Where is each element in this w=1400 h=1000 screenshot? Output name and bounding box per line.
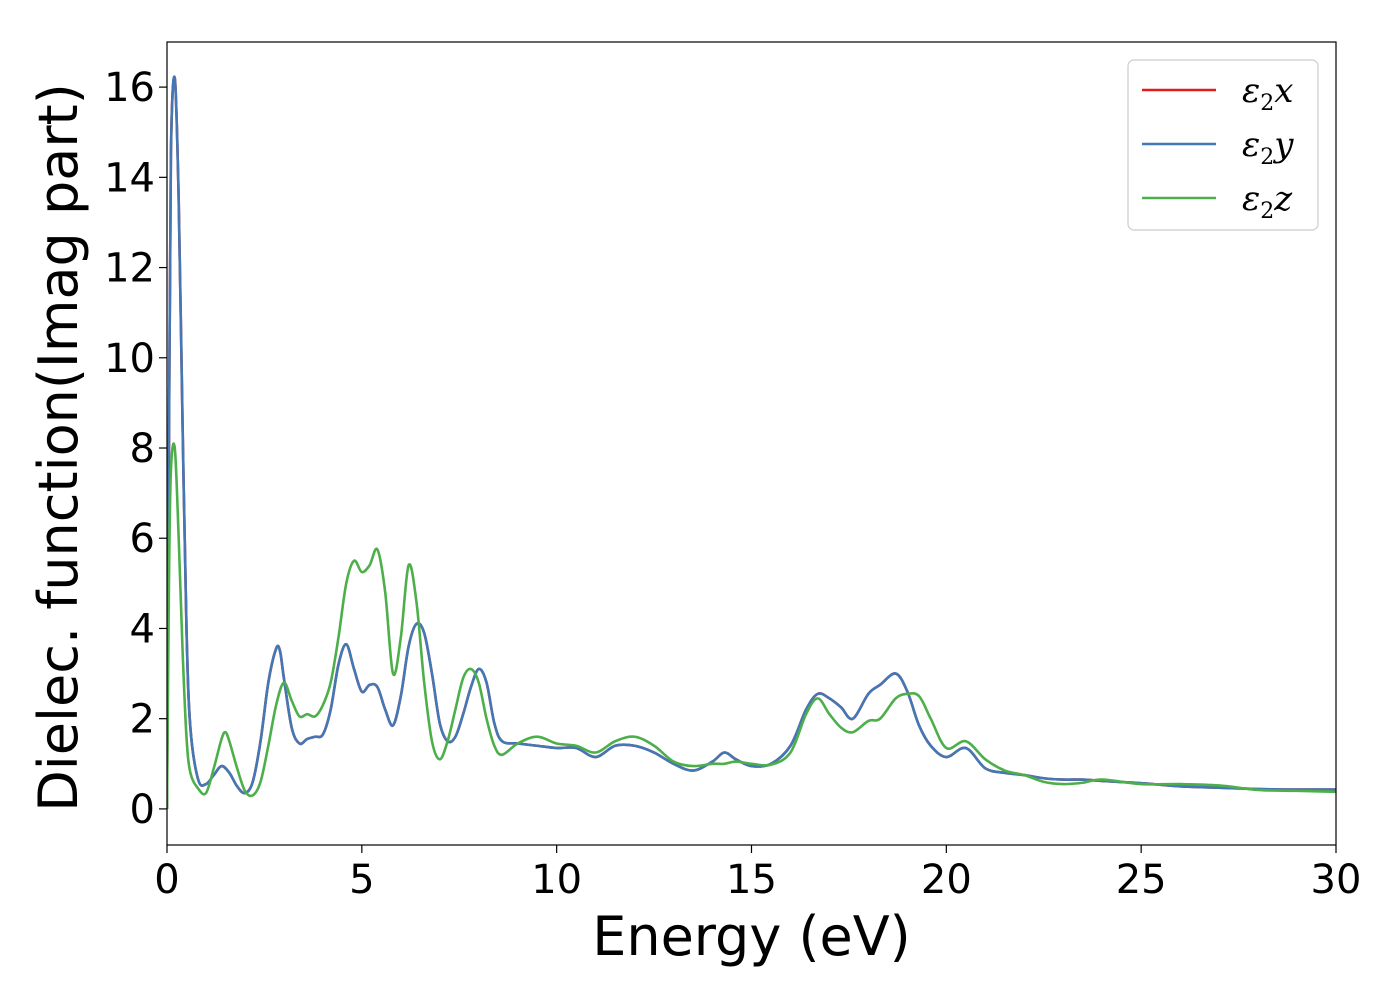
x-tick-label: 15 — [726, 857, 777, 903]
series-layer — [167, 75, 1336, 809]
y-tick-label: 12 — [104, 246, 155, 292]
legend-label-z: ε2z — [1242, 179, 1293, 224]
x-tick-label: 25 — [1116, 857, 1167, 903]
y-tick-label: 4 — [130, 606, 155, 652]
x-tick-label: 5 — [349, 857, 374, 903]
x-tick-label: 30 — [1311, 857, 1362, 903]
series-line-z — [167, 442, 1336, 809]
legend-label-x: ε2x — [1242, 71, 1293, 116]
legend-label-y: ε2y — [1242, 125, 1294, 170]
legend-box — [1127, 59, 1319, 231]
y-axis-label: Dielec. function(Imag part) — [27, 83, 90, 812]
y-tick-label: 16 — [104, 65, 155, 111]
y-tick-label: 6 — [130, 516, 155, 562]
y-tick-label: 14 — [104, 155, 155, 201]
legend: ε2x ε2y ε2z — [1127, 59, 1319, 231]
x-axis: 0 5 10 15 20 25 30 — [154, 845, 1361, 903]
x-axis-label: Energy (eV) — [592, 905, 911, 968]
y-tick-label: 2 — [130, 697, 155, 743]
x-tick-label: 0 — [154, 857, 179, 903]
y-tick-label: 8 — [130, 426, 155, 472]
y-tick-label: 10 — [104, 336, 155, 382]
series-line-y — [167, 75, 1336, 809]
y-tick-label: 0 — [130, 787, 155, 833]
x-tick-label: 20 — [921, 857, 972, 903]
y-axis: 0 2 4 6 8 10 12 14 16 — [104, 65, 167, 833]
x-tick-label: 10 — [531, 857, 582, 903]
